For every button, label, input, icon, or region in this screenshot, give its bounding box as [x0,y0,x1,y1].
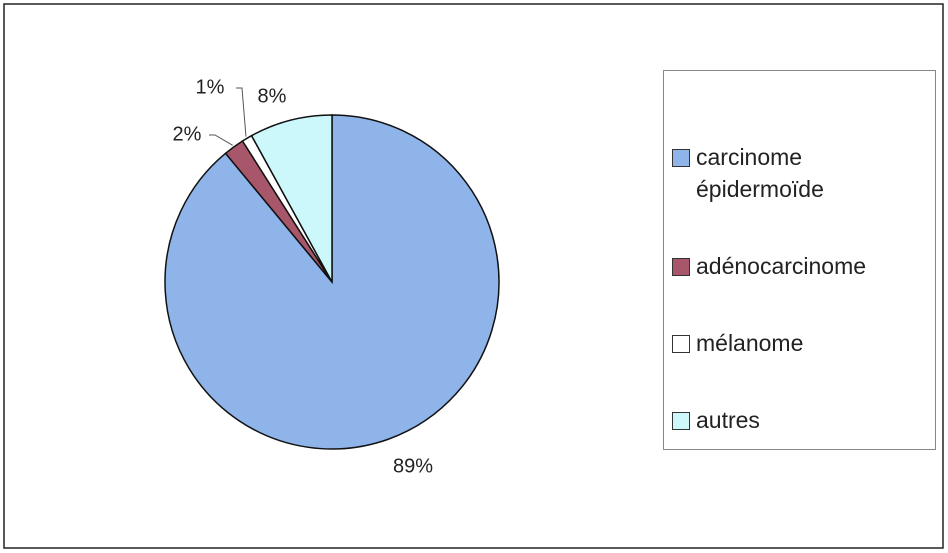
data-label: 89% [393,455,433,477]
legend-label: carcinome épidermoïde [696,144,824,202]
data-label: 1% [196,76,225,98]
legend-item: adénocarcinome [672,250,935,282]
legend-item: carcinome épidermoïde [672,141,935,205]
legend-label: adénocarcinome [696,253,867,279]
pie-slice [250,114,333,283]
leader-line [236,87,247,137]
legend-label: autres [696,407,760,433]
legend-swatch [672,335,690,353]
leader-line [209,134,233,146]
data-label: 2% [173,123,202,145]
legend-item: autres [672,404,935,436]
legend: carcinome épidermoïde adénocarcinome mélan… [663,70,936,450]
legend-label: mélanome [696,330,804,356]
data-label: 8% [258,85,287,107]
legend-swatch [672,258,690,276]
legend-item: mélanome [672,327,935,359]
legend-swatch [672,149,690,167]
legend-swatch [672,412,690,430]
